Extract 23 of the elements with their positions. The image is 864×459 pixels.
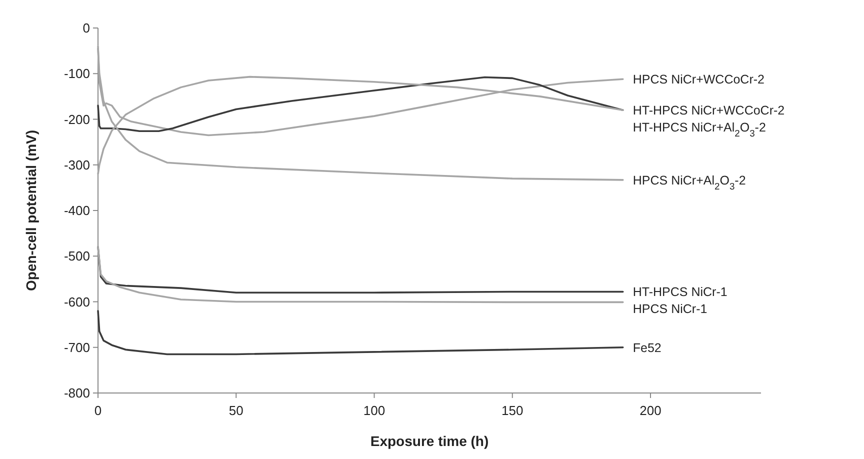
y-tick-label: 0 [82, 20, 90, 36]
x-tick-label: 0 [94, 403, 102, 418]
y-tick-label: -800 [64, 386, 90, 401]
x-tick-label: 200 [640, 403, 662, 418]
y-tick-label: -500 [64, 248, 90, 264]
y-tick-label: -400 [64, 203, 90, 218]
x-tick-label: 50 [228, 403, 244, 418]
y-tick-label: -700 [64, 340, 90, 355]
series-label: Fe52 [632, 340, 662, 355]
series-label: HT-HPCS NiCr-1 [632, 285, 728, 300]
y-tick-label: -300 [64, 157, 90, 172]
series-label: HPCS NiCr+WCCoCr-2 [632, 72, 765, 86]
x-tick-label: 100 [363, 403, 386, 418]
y-axis-title: Open-cell potential (mV) [23, 130, 39, 292]
x-tick-label: 150 [502, 403, 524, 418]
series-label: HT-HPCS NiCr+Al$_{2}$O$_{3}$-2 [632, 120, 766, 138]
y-tick-label: -200 [64, 112, 90, 127]
x-axis-title: Exposure time (h) [370, 433, 489, 449]
y-tick-label: -600 [64, 294, 90, 310]
series-label: HPCS NiCr+Al$_{2}$O$_{3}$-2 [632, 173, 746, 192]
series-label: HPCS NiCr-1 [632, 302, 708, 316]
y-tick-label: -100 [64, 66, 90, 82]
series-label: HT-HPCS NiCr+WCCoCr-2 [632, 104, 785, 118]
